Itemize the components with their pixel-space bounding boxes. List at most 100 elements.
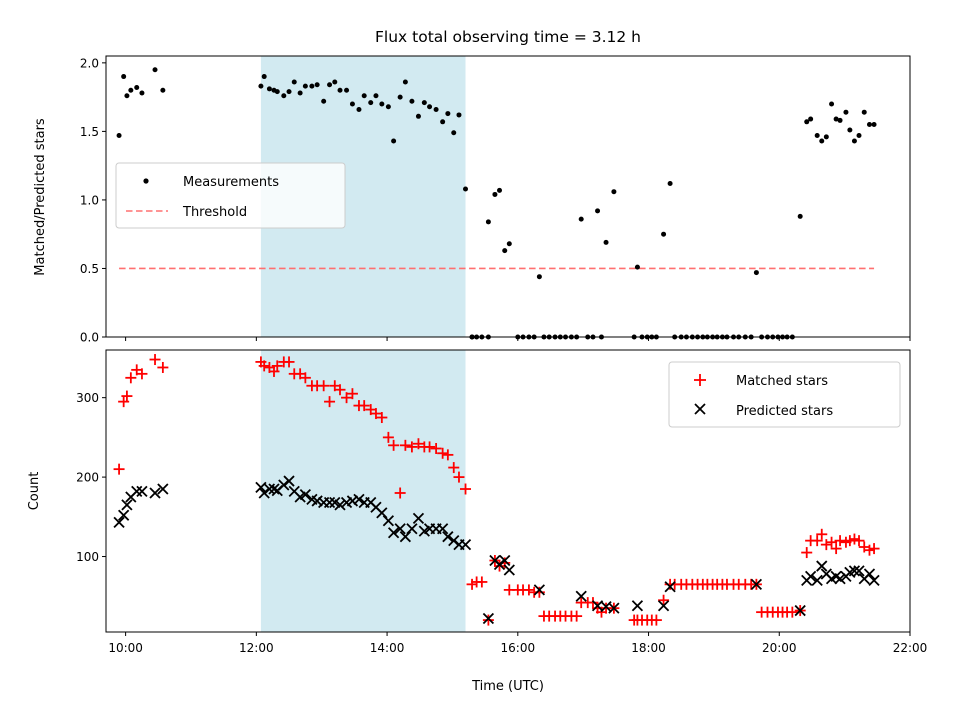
measurement-point — [847, 127, 853, 133]
predicted-star-point — [121, 499, 133, 511]
top-legend: Measurements Threshold — [115, 162, 346, 229]
legend-marker-predicted — [694, 403, 706, 415]
predicted-star-point — [149, 487, 161, 499]
measurement-point — [833, 116, 839, 122]
matched-star-point — [399, 439, 411, 451]
measurement-point — [391, 138, 397, 144]
measurement-point — [297, 90, 303, 96]
predicted-star-point — [805, 570, 817, 583]
top-y-tick-label: 1.5 — [80, 125, 99, 139]
matched-star-point — [571, 610, 583, 622]
measurement-point — [409, 98, 415, 104]
predicted-star-point — [853, 565, 865, 577]
measurement-point — [139, 90, 145, 96]
measurement-point — [286, 89, 292, 95]
matched-star-point — [523, 584, 535, 596]
predicted-star-point — [113, 516, 125, 529]
matched-star-point — [868, 543, 880, 555]
measurement-point — [497, 187, 503, 193]
x-tick-label: 22:00 — [893, 641, 928, 655]
measurement-point — [595, 208, 601, 214]
legend-label-matched: Matched stars — [736, 374, 828, 389]
matched-star-point — [394, 487, 406, 499]
measurement-point — [819, 138, 825, 144]
measurement-point — [281, 93, 287, 99]
measurement-point — [327, 82, 333, 88]
measurement-point — [492, 191, 498, 197]
matched-star-point — [466, 578, 478, 590]
top-panel: 0.00.51.01.52.0 Matched/Predicted stars … — [33, 55, 911, 345]
bottom-panel: 100 200 300 10:00 12:00 14:00 16:00 18:00 20:00… — [27, 349, 928, 694]
measurement-point — [128, 87, 134, 93]
matched-star-point — [650, 614, 662, 626]
measurement-point — [445, 111, 451, 117]
legend-label-predicted: Predicted stars — [736, 404, 833, 419]
x-tick-label: 12:00 — [239, 641, 274, 655]
measurement-point — [373, 93, 379, 99]
measurement-point — [837, 117, 843, 123]
measurement-point — [344, 87, 350, 93]
predicted-star-point — [499, 554, 511, 567]
matched-star-point — [811, 535, 823, 547]
predicted-star-point — [750, 578, 763, 590]
legend-label-threshold: Threshold — [182, 205, 247, 220]
predicted-star-point — [399, 531, 412, 543]
matched-star-point — [816, 528, 828, 540]
matched-star-point — [258, 360, 270, 372]
measurement-point — [134, 85, 140, 91]
matched-star-point — [358, 400, 370, 412]
top-y-tick-label: 2.0 — [80, 56, 99, 70]
measurement-point — [402, 79, 408, 85]
matched-star-point — [424, 441, 436, 453]
matched-star-point — [334, 384, 346, 396]
measurement-point — [861, 109, 867, 115]
matched-star-point — [271, 360, 283, 372]
matched-star-point — [341, 392, 353, 404]
measurement-point — [502, 248, 508, 254]
predicted-star-point — [323, 496, 336, 509]
top-y-tick-label: 1.0 — [80, 193, 99, 207]
measurement-point — [160, 87, 166, 93]
predicted-star-point — [664, 581, 676, 593]
bottom-y-tick-label: 200 — [76, 471, 99, 485]
x-tick-label: 10:00 — [108, 641, 143, 655]
measurement-point — [451, 130, 457, 136]
measurement-point — [611, 189, 617, 195]
bottom-highlight-span — [260, 350, 466, 632]
predicted-star-point — [311, 495, 323, 507]
measurement-point — [661, 231, 667, 237]
predicted-star-point — [816, 560, 828, 572]
matched-star-point — [118, 396, 130, 408]
predicted-star-point — [503, 564, 515, 576]
matched-stars-points — [113, 354, 880, 626]
matched-star-point — [283, 356, 295, 368]
measurement-point — [456, 112, 462, 118]
measurement-point — [578, 216, 584, 222]
predicted-star-point — [834, 573, 846, 585]
predicted-star-point — [382, 515, 395, 527]
predicted-star-point — [657, 600, 670, 612]
measurement-point — [356, 106, 362, 112]
matched-star-point — [437, 447, 449, 459]
matched-star-point — [442, 449, 454, 461]
predicted-star-point — [136, 485, 148, 498]
predicted-star-point — [353, 493, 365, 505]
predicted-star-point — [482, 612, 495, 625]
bottom-axes-frame — [105, 349, 911, 633]
measurement-point — [368, 100, 374, 106]
predicted-star-point — [376, 507, 388, 519]
x-tick-label: 18:00 — [631, 641, 666, 655]
predicted-star-point — [334, 499, 346, 511]
legend-marker-measurements — [143, 178, 149, 184]
measurement-point — [349, 101, 355, 107]
top-y-tick-label: 0.5 — [80, 262, 99, 276]
matched-star-point — [801, 547, 813, 559]
bottom-legend: Matched stars Predicted stars — [668, 361, 901, 428]
bottom-legend-box — [668, 361, 901, 428]
measurement-point — [871, 122, 877, 128]
measurement-point — [829, 101, 835, 107]
measurement-point — [843, 109, 849, 115]
measurement-point — [421, 100, 427, 106]
measurement-point — [856, 133, 862, 139]
